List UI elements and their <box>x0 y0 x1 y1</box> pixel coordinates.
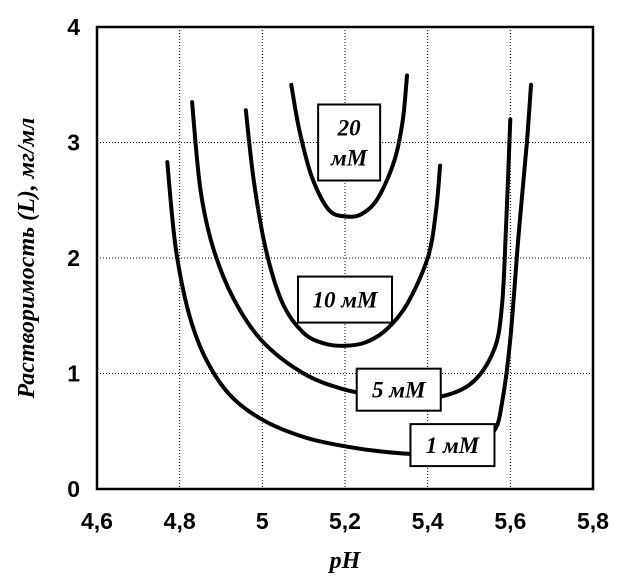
curve-label-20mm: 20 мМ <box>317 103 382 182</box>
y-tick-label: 3 <box>67 130 80 156</box>
curve-1mm <box>165 82 533 457</box>
label-box <box>317 103 382 182</box>
x-axis-title: pH <box>328 548 362 574</box>
curve-label-text: 1 мМ <box>426 433 481 458</box>
curve-20mm <box>289 73 409 219</box>
curve-10mm <box>243 108 443 348</box>
y-tick-label: 4 <box>67 14 80 40</box>
x-tick-label: 5,2 <box>329 508 361 534</box>
x-tick-label: 5,6 <box>494 508 526 534</box>
label-box <box>355 367 442 412</box>
curve-label-text: мМ <box>330 146 369 171</box>
curve-label-text: 5 мМ <box>372 378 427 403</box>
curve-labels: 1 мМ 5 мМ 10 мМ 20 мМ <box>297 103 496 468</box>
x-tick-labels: 4,6 4,8 5 5,2 5,4 5,6 5,8 <box>81 508 609 534</box>
y-tick-label: 0 <box>67 476 80 502</box>
x-tick-label: 4,8 <box>164 508 196 534</box>
y-tick-label: 2 <box>67 245 80 271</box>
curve-label-5mm: 5 мМ <box>355 367 442 412</box>
x-tick-label: 5,4 <box>412 508 444 534</box>
label-box <box>409 423 496 468</box>
x-tick-label: 4,6 <box>81 508 113 534</box>
curve-label-10mm: 10 мМ <box>297 275 393 324</box>
y-axis-title: Растворимость (L), мг/мл <box>14 118 40 400</box>
x-tick-label: 5,8 <box>577 508 609 534</box>
curve-label-text: 20 <box>337 116 362 141</box>
x-tick-label: 5 <box>256 508 269 534</box>
label-box <box>297 275 393 324</box>
plot-frame <box>95 25 595 491</box>
curve-label-text: 10 мМ <box>313 288 380 313</box>
y-tick-labels: 0 1 2 3 4 <box>67 14 80 502</box>
y-tick-label: 1 <box>67 361 80 387</box>
curve-label-1mm: 1 мМ <box>409 423 496 468</box>
